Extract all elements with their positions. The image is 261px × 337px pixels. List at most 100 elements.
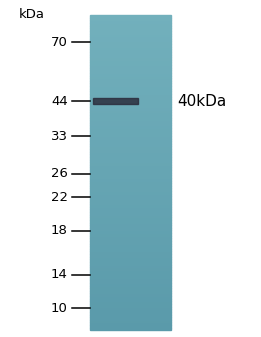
Bar: [90, 228, 171, 231]
Bar: [90, 36, 171, 39]
Bar: [90, 188, 171, 191]
Bar: [90, 246, 171, 249]
Bar: [90, 259, 171, 262]
Text: kDa: kDa: [18, 8, 44, 22]
Bar: [90, 288, 171, 291]
Text: 33: 33: [51, 130, 68, 143]
Bar: [90, 286, 171, 288]
Bar: [90, 39, 171, 41]
Bar: [90, 275, 171, 278]
Bar: [90, 273, 171, 275]
Bar: [90, 115, 171, 118]
Bar: [90, 217, 171, 220]
Bar: [90, 173, 171, 175]
Bar: [90, 41, 171, 44]
Bar: [90, 220, 171, 223]
Bar: [90, 81, 171, 84]
Bar: [90, 262, 171, 265]
Bar: [90, 270, 171, 273]
Bar: [90, 123, 171, 125]
Bar: [90, 267, 171, 270]
Bar: [90, 131, 171, 133]
Bar: [90, 23, 171, 26]
Bar: [90, 99, 171, 102]
Bar: [90, 291, 171, 294]
Bar: [90, 254, 171, 257]
Bar: [90, 18, 171, 21]
Bar: [90, 133, 171, 136]
Text: 40kDa: 40kDa: [177, 94, 227, 109]
Bar: [90, 107, 171, 110]
Bar: [90, 125, 171, 128]
Bar: [90, 141, 171, 144]
Bar: [90, 251, 171, 254]
Bar: [90, 149, 171, 152]
Bar: [90, 78, 171, 81]
Bar: [90, 183, 171, 186]
Bar: [90, 323, 171, 325]
Bar: [90, 26, 171, 28]
Bar: [90, 194, 171, 196]
Bar: [90, 241, 171, 244]
Bar: [90, 278, 171, 280]
Bar: [90, 144, 171, 147]
Bar: [90, 31, 171, 34]
Bar: [90, 86, 171, 89]
Bar: [90, 147, 171, 149]
Bar: [90, 231, 171, 233]
Text: 44: 44: [51, 95, 68, 108]
Bar: [90, 57, 171, 60]
Bar: [90, 304, 171, 307]
Bar: [90, 165, 171, 167]
Bar: [90, 178, 171, 181]
Bar: [90, 212, 171, 215]
Bar: [90, 181, 171, 183]
Bar: [90, 225, 171, 228]
Bar: [90, 15, 171, 18]
Bar: [90, 283, 171, 286]
Bar: [90, 249, 171, 251]
Bar: [90, 28, 171, 31]
Bar: [90, 157, 171, 160]
Bar: [90, 196, 171, 199]
Bar: [90, 52, 171, 55]
Bar: [90, 236, 171, 238]
Text: 10: 10: [51, 302, 68, 315]
Bar: [90, 118, 171, 120]
Bar: [90, 97, 171, 99]
Bar: [90, 280, 171, 283]
Bar: [90, 89, 171, 91]
Bar: [90, 21, 171, 23]
Bar: [90, 210, 171, 212]
Text: 26: 26: [51, 167, 68, 180]
Bar: [90, 136, 171, 139]
Text: 14: 14: [51, 268, 68, 281]
Bar: [90, 94, 171, 97]
Bar: [90, 257, 171, 259]
Bar: [90, 75, 171, 78]
Bar: [90, 110, 171, 112]
Bar: [90, 162, 171, 165]
Text: 22: 22: [51, 191, 68, 204]
Bar: [90, 154, 171, 157]
Bar: [90, 186, 171, 188]
Bar: [90, 307, 171, 309]
Bar: [90, 104, 171, 107]
Bar: [90, 215, 171, 217]
Bar: [90, 328, 171, 330]
Bar: [93, 98, 138, 104]
Bar: [90, 44, 171, 47]
Bar: [90, 55, 171, 57]
Bar: [90, 60, 171, 62]
Bar: [90, 68, 171, 70]
Bar: [90, 238, 171, 241]
Text: 18: 18: [51, 224, 68, 237]
Bar: [90, 160, 171, 162]
Bar: [90, 312, 171, 314]
Bar: [90, 84, 171, 86]
Bar: [90, 175, 171, 178]
Bar: [90, 139, 171, 141]
Bar: [90, 294, 171, 296]
Bar: [90, 309, 171, 312]
Bar: [90, 34, 171, 36]
